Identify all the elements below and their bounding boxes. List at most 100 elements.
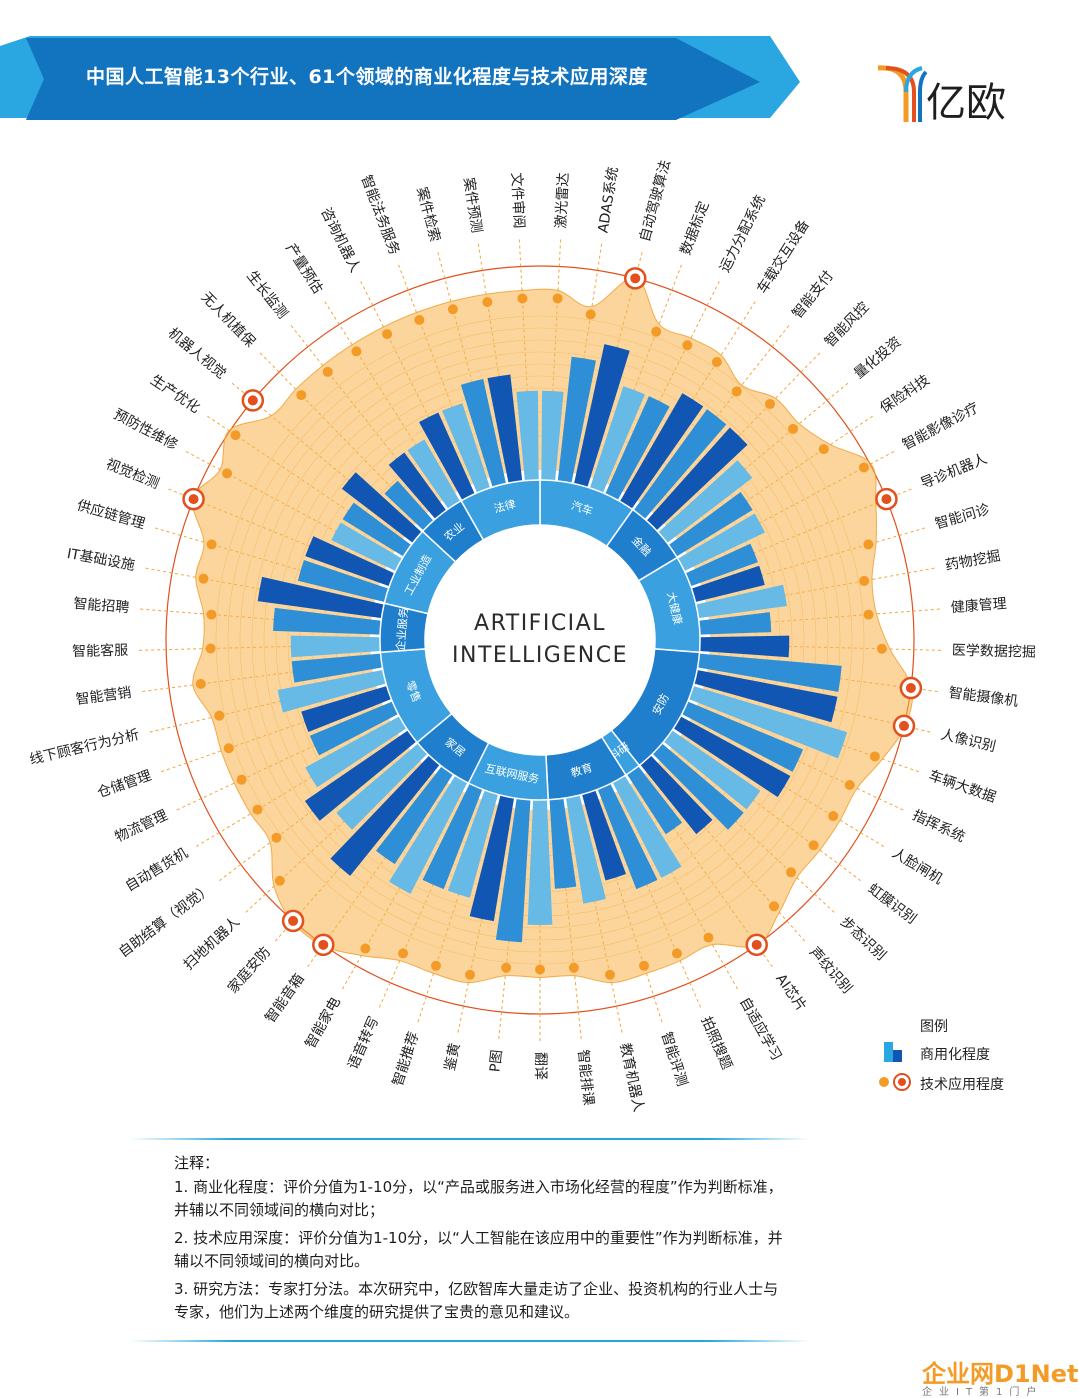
tech-marker: [788, 423, 799, 434]
domain-label: 家庭安防: [224, 944, 274, 997]
tech-marker: [552, 293, 563, 304]
commercial-bar: [304, 730, 417, 821]
tech-marker-core: [751, 939, 762, 950]
tech-marker: [863, 539, 874, 550]
commercial-bar: [291, 653, 383, 683]
commercial-bar: [565, 795, 606, 904]
tech-marker: [818, 444, 829, 455]
domain-label: 自动驾驶算法: [637, 158, 674, 243]
tech-marker: [382, 329, 393, 340]
commercial-bar: [290, 635, 381, 658]
tech-marker: [351, 346, 362, 357]
tech-marker: [639, 960, 650, 971]
tech-marker-core: [188, 494, 199, 505]
domain-label: ADAS系统: [596, 166, 622, 234]
legend-item-commercial: 商用化程度: [878, 1042, 1058, 1064]
domain-label: 人像识别: [939, 727, 997, 755]
tech-depth-outline: [191, 276, 914, 984]
tech-marker: [604, 969, 615, 980]
domain-label: 扫地机器人: [181, 914, 243, 973]
tech-marker: [230, 430, 241, 441]
notes-title: 注释：: [174, 1154, 220, 1172]
commercial-bar: [612, 775, 682, 878]
commercial-bar: [663, 730, 761, 810]
industry-label: 企业服务: [393, 607, 410, 652]
commercial-bar: [273, 607, 382, 635]
commercial-bar: [688, 685, 848, 759]
domain-label: 智能排课: [574, 1049, 596, 1106]
tech-marker: [482, 297, 493, 308]
commercial-bar: [681, 701, 804, 772]
domain-label: 运力分配系统: [717, 193, 769, 275]
domain-label: 智能影像诊疗: [900, 400, 982, 454]
tech-marker: [858, 462, 869, 473]
domain-label: 车载交互设备: [753, 217, 812, 297]
domain-label: 物流管理: [113, 807, 170, 845]
center-disc: [427, 527, 653, 753]
commercial-bar: [574, 344, 630, 488]
tech-marker: [844, 779, 855, 790]
commercial-bar: [469, 795, 515, 922]
commercial-bar: [516, 390, 539, 481]
commercial-bar: [388, 452, 447, 519]
tech-marker: [501, 962, 512, 973]
domain-label: 生产优化: [147, 372, 202, 417]
commercial-bar: [685, 543, 758, 587]
watermark-main: 企业网D1Net: [922, 1360, 1079, 1388]
tech-marker-core: [905, 683, 916, 694]
watermark: 企业网D1Net 企业IT第1门户: [922, 1354, 1078, 1398]
tech-marker: [447, 304, 458, 315]
tech-marker: [206, 539, 217, 550]
notes: 注释： 1. 商业化程度：评价分值为1-10分，以“产品或服务进入市场化经营的程…: [130, 1138, 810, 1343]
notes-top-divider: [130, 1138, 810, 1140]
domain-label: 智能评测: [658, 1030, 690, 1088]
commercial-bar: [460, 379, 506, 488]
domain-label: 药物挖掘: [944, 548, 1002, 574]
tech-marker: [703, 932, 714, 943]
domain-label: 自动售货机: [122, 844, 191, 895]
commercial-bar: [447, 790, 498, 898]
commercial-bar: [557, 356, 596, 484]
legend-title: 图例: [920, 1019, 948, 1035]
tech-marker: [863, 609, 874, 620]
industry-segment: [460, 479, 541, 541]
domain-label: 鉴黄: [441, 1041, 463, 1072]
domain-label: 线下顾客行为分析: [28, 726, 141, 768]
commercial-bar: [696, 584, 787, 619]
legend: 图例 商用化程度 技术应用程度: [878, 1016, 1058, 1106]
domain-label: 量化投资: [851, 334, 904, 382]
watermark-sub: 企业IT第1门户: [922, 1387, 1044, 1398]
tech-marker-core: [288, 915, 299, 926]
domain-label: 步态识别: [837, 914, 889, 964]
commercial-bar: [331, 522, 403, 571]
domain-label: 供应链管理: [75, 497, 147, 533]
domain-label: 预防性维修: [111, 406, 180, 453]
domain-label: 健康管理: [950, 595, 1007, 616]
commercial-bar: [341, 472, 422, 543]
domain-label: 医学数据挖掘: [952, 643, 1036, 661]
tech-marker: [205, 643, 216, 654]
tech-marker: [236, 774, 247, 785]
commercial-bar: [698, 612, 772, 635]
commercial-bar: [384, 480, 434, 531]
tech-marker: [711, 356, 722, 367]
commercial-bar: [691, 565, 765, 602]
note-3: 3. 研究方法：专家打分法。本次研究中，亿欧智库大量走访了企业、投资机构的行业人…: [174, 1280, 779, 1321]
tech-marker: [414, 314, 425, 325]
domain-label: 智能问诊: [933, 502, 991, 533]
tech-marker: [808, 840, 819, 851]
header-banner: [0, 36, 800, 120]
industry-label: 汽车: [570, 498, 595, 518]
tech-marker: [585, 309, 596, 320]
domain-label: 拍照搜题: [698, 1014, 735, 1072]
commercial-bar: [549, 798, 577, 889]
domain-label: 人脸闸机: [889, 845, 945, 888]
domain-label: 机器人视觉: [165, 325, 229, 382]
yiou-logo-icon: [877, 65, 928, 122]
tech-marker: [195, 678, 206, 689]
tech-marker-core: [318, 939, 329, 950]
commercial-bar: [589, 386, 645, 493]
tech-marker-core: [630, 273, 641, 284]
commercial-bar: [527, 799, 553, 925]
tech-marker: [214, 710, 225, 721]
